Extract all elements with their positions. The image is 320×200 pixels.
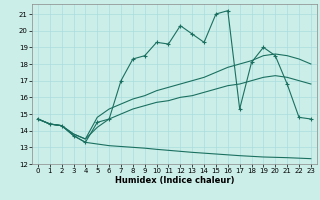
X-axis label: Humidex (Indice chaleur): Humidex (Indice chaleur) bbox=[115, 176, 234, 185]
